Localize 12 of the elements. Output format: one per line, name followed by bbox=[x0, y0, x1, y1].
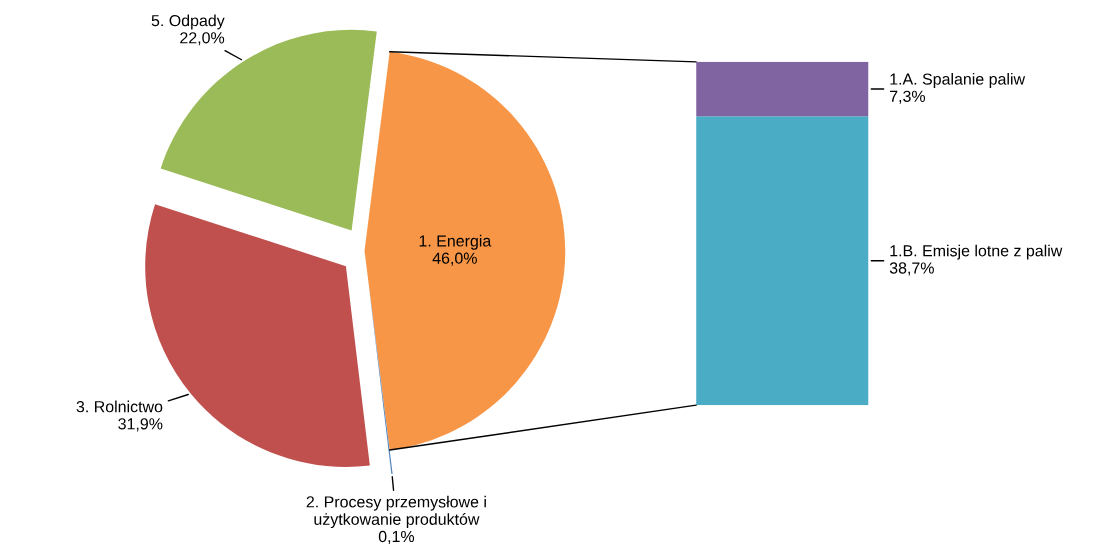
data-label: 46,0% bbox=[432, 252, 477, 266]
series-label: 1.B. Emisje lotne z paliw bbox=[890, 244, 1063, 260]
data-label: 0,1% bbox=[378, 530, 415, 545]
slice-label: 5. Odpady bbox=[151, 14, 225, 30]
data-label: 22,0% bbox=[180, 32, 225, 46]
slice-label: 1. Energia bbox=[419, 234, 492, 250]
data-label: 38,7% bbox=[889, 262, 934, 276]
data-label: 31,9% bbox=[118, 418, 163, 432]
data-label: 7,3% bbox=[890, 90, 926, 104]
series-label: 1.A. Spalanie paliw bbox=[890, 73, 1026, 88]
slice-label: 3. Rolnictwo bbox=[76, 400, 163, 413]
slice-label: 2. Procesy przemysłowe i użytkowanie produktów bbox=[306, 495, 486, 529]
